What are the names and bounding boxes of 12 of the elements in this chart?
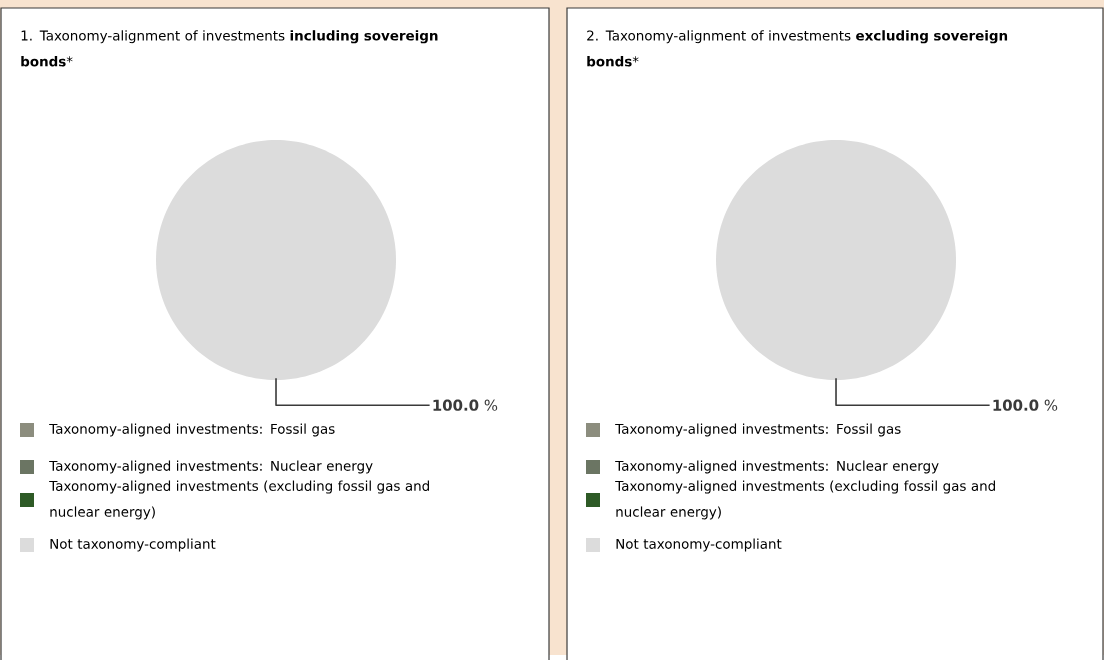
chart-title: 1. Taxonomy-alignment of investments including sovereign bonds* bbox=[21, 30, 438, 67]
chart-title: 2. Taxonomy-alignment of investments excluding sovereign bonds* bbox=[587, 30, 1008, 67]
legend-label: Not taxonomy-compliant bbox=[616, 538, 782, 552]
legend-label: Taxonomy-aligned investments: Nuclear energy bbox=[615, 460, 939, 474]
legend-label: Not taxonomy-compliant bbox=[50, 538, 216, 552]
data-label: 100.0 % bbox=[993, 399, 1058, 412]
legend-label: Taxonomy-aligned investments: Fossil gas bbox=[615, 423, 901, 437]
legend-label: Taxonomy-aligned investments: Fossil gas bbox=[49, 423, 335, 437]
legend-label: Taxonomy-aligned investments: Nuclear energy bbox=[49, 460, 373, 474]
data-label: 100.0 % bbox=[433, 399, 498, 412]
legend-label: Taxonomy-aligned investments (excluding fossil gas and nuclear energy) bbox=[615, 480, 995, 520]
legend-label: Taxonomy-aligned investments (excluding fossil gas and nuclear energy) bbox=[49, 480, 429, 520]
